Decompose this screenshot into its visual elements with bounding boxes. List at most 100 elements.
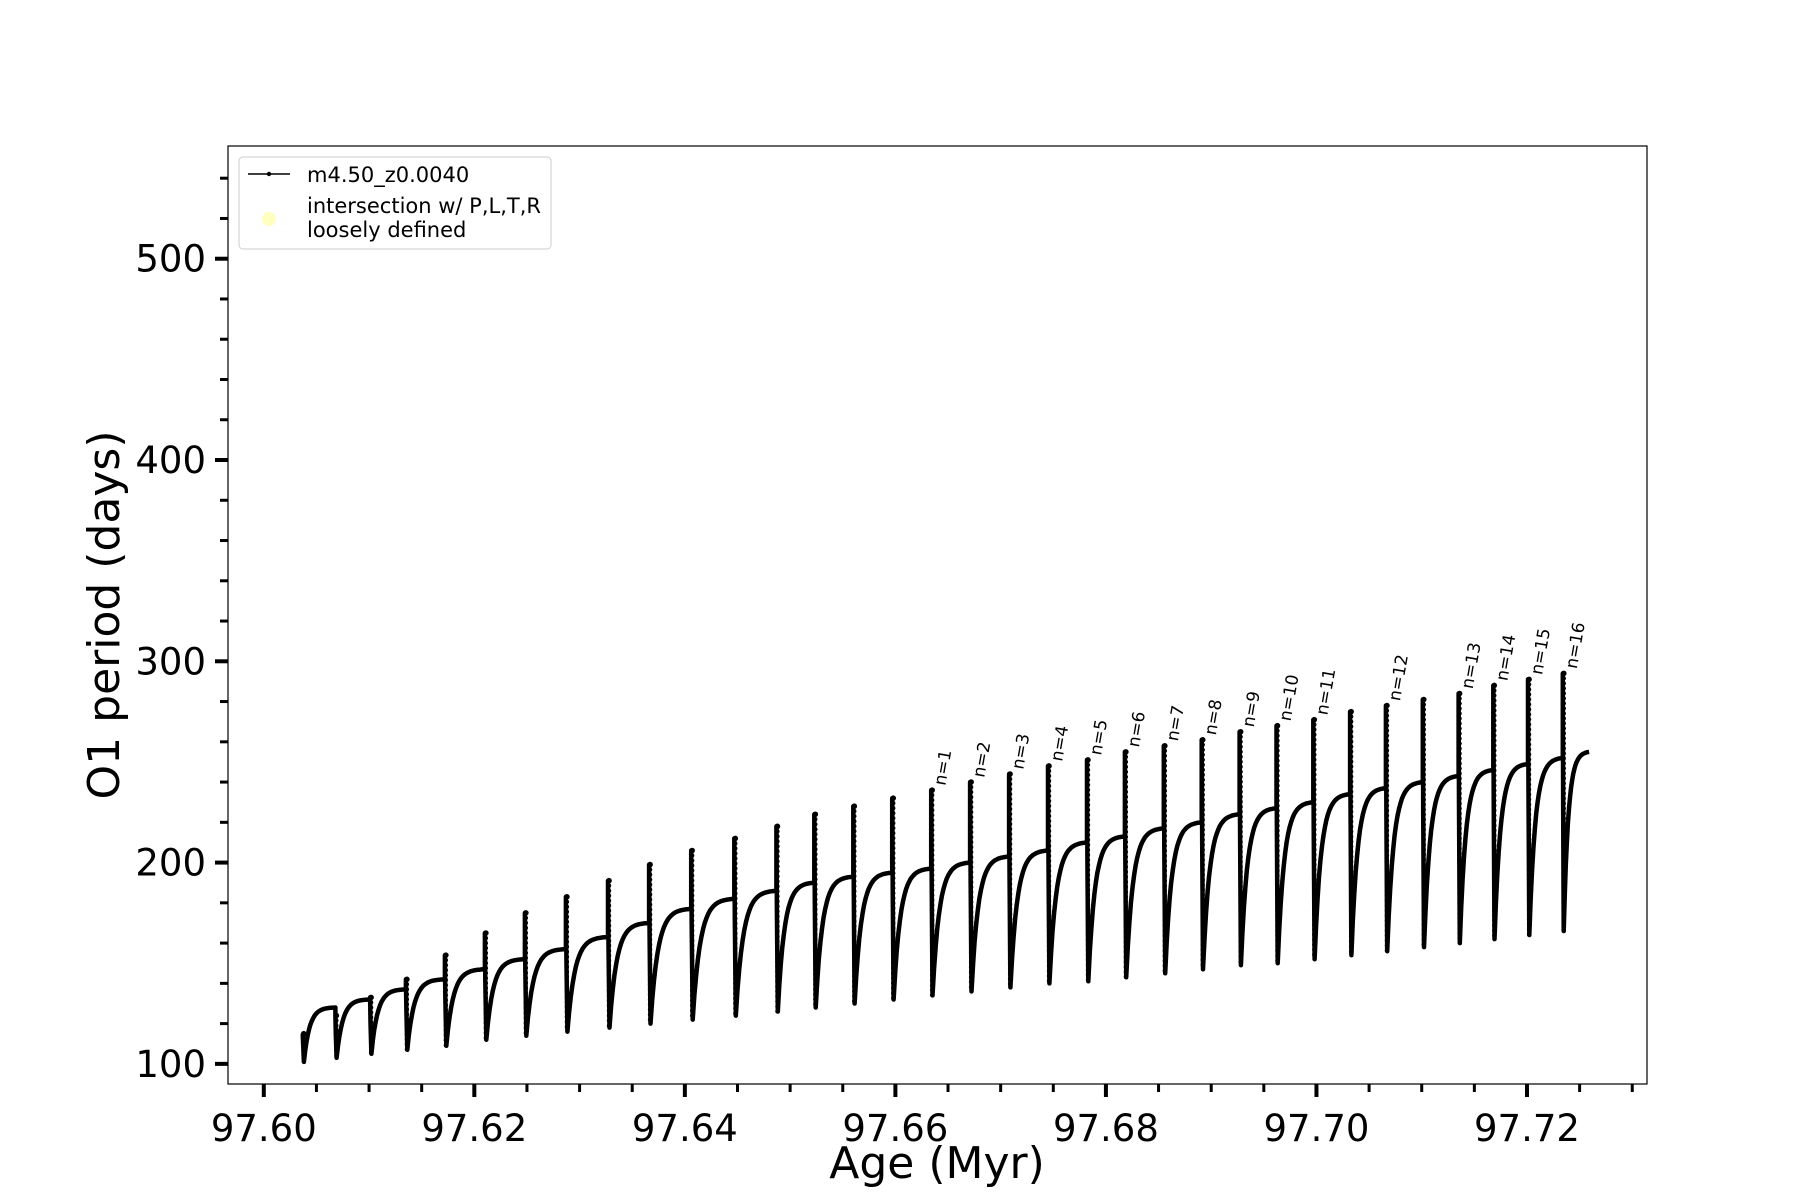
data-point bbox=[1457, 701, 1462, 706]
data-point bbox=[968, 964, 974, 970]
data-point bbox=[1007, 821, 1013, 827]
spike-peak-point bbox=[443, 952, 449, 958]
legend-entry-intersection: intersection w/ P,L,T,R loosely defined bbox=[307, 194, 541, 242]
data-point bbox=[1312, 922, 1317, 927]
data-point bbox=[1457, 896, 1462, 901]
data-point bbox=[929, 957, 935, 963]
data-point bbox=[1085, 802, 1091, 808]
data-point bbox=[1200, 942, 1205, 947]
data-point bbox=[483, 1030, 489, 1036]
data-point bbox=[564, 1014, 570, 1020]
spike-peak-point bbox=[1560, 670, 1567, 677]
data-point bbox=[483, 950, 489, 956]
spike-peak-point bbox=[689, 847, 695, 854]
data-point bbox=[1085, 782, 1091, 788]
data-point bbox=[1384, 723, 1390, 728]
data-point bbox=[1561, 721, 1566, 726]
data-point bbox=[1123, 889, 1129, 895]
data-point bbox=[929, 992, 935, 998]
data-point bbox=[301, 1056, 306, 1061]
data-point bbox=[606, 983, 612, 988]
data-point bbox=[775, 859, 780, 864]
data-point bbox=[1275, 833, 1280, 838]
data-point bbox=[1561, 756, 1566, 761]
data-point bbox=[929, 792, 935, 798]
data-point bbox=[1457, 721, 1462, 726]
data-point bbox=[929, 972, 935, 978]
data-point bbox=[1526, 817, 1532, 822]
data-point bbox=[1457, 781, 1462, 786]
data-point bbox=[404, 1027, 410, 1032]
data-point bbox=[483, 970, 489, 976]
data-point bbox=[968, 949, 974, 955]
data-point bbox=[368, 1005, 374, 1010]
data-point bbox=[968, 934, 974, 940]
data-point bbox=[775, 1004, 780, 1009]
data-point bbox=[1492, 888, 1497, 893]
data-point bbox=[1421, 827, 1426, 832]
data-point bbox=[1238, 869, 1243, 874]
data-point bbox=[1275, 788, 1280, 793]
data-point bbox=[775, 894, 780, 899]
data-point bbox=[1492, 928, 1497, 933]
data-point bbox=[775, 934, 780, 939]
data-point bbox=[1085, 862, 1091, 868]
data-point bbox=[1457, 806, 1462, 811]
data-point bbox=[1457, 716, 1462, 721]
data-point bbox=[1123, 794, 1129, 800]
data-point bbox=[929, 907, 935, 913]
data-point bbox=[1526, 872, 1532, 877]
data-point bbox=[564, 934, 570, 940]
data-point bbox=[1457, 876, 1462, 881]
data-point bbox=[1492, 788, 1497, 793]
data-point bbox=[443, 1007, 449, 1013]
data-point bbox=[647, 877, 653, 882]
data-point bbox=[1457, 741, 1462, 746]
data-point bbox=[1348, 829, 1354, 834]
data-point bbox=[968, 904, 974, 910]
data-point bbox=[1492, 858, 1497, 863]
data-point bbox=[1085, 847, 1091, 853]
data-point bbox=[606, 938, 612, 943]
data-point bbox=[1007, 961, 1013, 967]
spike-peak-point bbox=[404, 976, 410, 983]
data-point bbox=[929, 952, 935, 958]
data-point bbox=[968, 954, 974, 960]
data-point bbox=[1561, 831, 1566, 836]
data-point bbox=[1526, 932, 1532, 937]
data-point bbox=[689, 958, 695, 963]
data-point bbox=[929, 962, 935, 968]
data-point bbox=[1162, 873, 1168, 879]
data-point bbox=[1457, 926, 1462, 931]
data-point bbox=[1046, 933, 1052, 939]
data-point bbox=[1312, 742, 1317, 747]
data-point bbox=[1526, 887, 1532, 892]
data-point bbox=[1312, 942, 1317, 947]
data-point bbox=[1312, 877, 1317, 882]
data-point bbox=[689, 943, 695, 948]
data-point bbox=[606, 913, 612, 918]
data-point bbox=[1384, 743, 1390, 748]
data-point bbox=[1312, 747, 1317, 752]
data-point bbox=[852, 919, 857, 924]
data-point bbox=[1007, 881, 1013, 887]
data-point bbox=[1162, 838, 1168, 844]
data-point bbox=[1007, 871, 1013, 877]
data-point bbox=[1007, 966, 1013, 972]
spike-peak-point bbox=[483, 930, 489, 936]
data-point bbox=[775, 869, 780, 874]
data-point bbox=[1312, 727, 1317, 732]
data-point bbox=[1457, 856, 1462, 861]
data-point bbox=[1238, 734, 1243, 739]
data-point bbox=[1200, 932, 1205, 937]
data-point bbox=[1348, 734, 1354, 739]
data-point bbox=[1085, 917, 1091, 923]
data-point bbox=[523, 1020, 529, 1026]
data-point bbox=[1384, 823, 1390, 828]
data-point bbox=[968, 894, 974, 900]
data-point bbox=[1384, 753, 1390, 758]
data-point bbox=[1238, 909, 1243, 914]
data-point bbox=[1200, 852, 1205, 857]
data-point bbox=[368, 1000, 374, 1005]
